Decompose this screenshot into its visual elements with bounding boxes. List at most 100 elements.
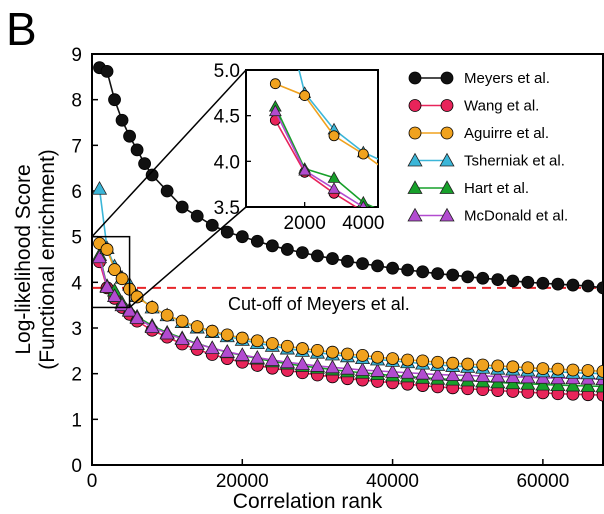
- data-point-aguirre-et-al: [566, 363, 580, 377]
- data-point-meyers-et-al: [401, 263, 415, 277]
- inset-data-point-aguirre-et-al: [269, 78, 281, 90]
- data-point-aguirre-et-al: [296, 342, 309, 355]
- data-point-aguirre-et-al: [100, 243, 114, 256]
- data-point-meyers-et-al: [326, 252, 339, 265]
- y-tick-label: 4: [71, 273, 82, 294]
- y-tick-label: 9: [71, 45, 82, 66]
- data-point-aguirre-et-al: [280, 339, 294, 353]
- data-point-mcdonald-et-al: [144, 319, 160, 334]
- inset-data-point-mcdonald-et-al: [387, 212, 399, 222]
- legend-marker-aguirre-et-al: [408, 126, 422, 140]
- data-point-aguirre-et-al: [250, 334, 264, 348]
- data-point-meyers-et-al: [491, 273, 505, 286]
- data-point-meyers-et-al: [596, 281, 603, 295]
- series-meyers-et-al: [93, 61, 603, 295]
- data-point-mcdonald-et-al: [279, 354, 295, 369]
- data-point-meyers-et-al: [581, 279, 595, 293]
- data-point-aguirre-et-al: [446, 356, 460, 370]
- legend-label-wang-et-al: Wang et al.: [464, 98, 539, 115]
- data-point-mcdonald-et-al: [339, 360, 356, 375]
- data-point-aguirre-et-al: [220, 328, 234, 342]
- legend-marker-mcdonald-et-al: [439, 207, 455, 222]
- inset-data-point-mcdonald-et-al: [298, 163, 312, 176]
- data-point-meyers-et-al: [311, 249, 324, 263]
- inset-data-point-aguirre-et-al: [357, 148, 369, 160]
- data-point-mcdonald-et-al: [129, 310, 145, 324]
- data-point-aguirre-et-al: [521, 361, 535, 375]
- inset-data-point-wang-et-al: [388, 220, 398, 230]
- data-point-mcdonald-et-al: [99, 279, 115, 293]
- data-point-mcdonald-et-al: [92, 249, 108, 264]
- y-tick-label: 6: [71, 182, 82, 203]
- data-point-aguirre-et-al: [506, 360, 520, 374]
- data-point-aguirre-et-al: [536, 362, 550, 376]
- legend-marker-tsherniak-et-al: [439, 152, 455, 167]
- series-aguirre-et-al: [93, 237, 603, 378]
- data-point-meyers-et-al: [416, 265, 430, 279]
- data-point-meyers-et-al: [138, 157, 152, 171]
- data-point-mcdonald-et-al: [415, 365, 431, 380]
- y-axis-label-line2: (Functional enrichment): [36, 149, 59, 370]
- data-point-aguirre-et-al: [356, 348, 369, 362]
- y-tick-label: 1: [71, 410, 82, 431]
- data-point-aguirre-et-al: [581, 364, 595, 377]
- data-point-meyers-et-al: [190, 209, 204, 223]
- legend-entry-hart-et-al: Hart et al.: [407, 180, 529, 197]
- data-point-meyers-et-al: [476, 271, 490, 285]
- legend-entry-tsherniak-et-al: Tsherniak et al.: [407, 152, 565, 170]
- data-point-mcdonald-et-al: [234, 347, 250, 361]
- inset-y-tick-label: 3.5: [214, 198, 240, 219]
- data-point-aguirre-et-al: [235, 331, 249, 345]
- data-point-mcdonald-et-al: [460, 367, 476, 382]
- data-point-meyers-et-al: [386, 261, 399, 275]
- zoom-connector: [91, 69, 247, 238]
- data-point-mcdonald-et-al: [204, 340, 220, 355]
- data-point-mcdonald-et-al: [505, 369, 521, 383]
- data-point-hart-et-al: [535, 376, 551, 391]
- data-point-aguirre-et-al: [596, 364, 603, 378]
- data-point-meyers-et-al: [108, 93, 121, 107]
- data-point-hart-et-al: [565, 377, 581, 392]
- y-tick-label: 0: [71, 456, 82, 477]
- data-point-hart-et-al: [550, 377, 566, 392]
- inset-x-tick-label: 4000: [342, 213, 384, 234]
- y-axis-label-line1: Log-likelihood Score: [12, 164, 35, 354]
- data-point-aguirre-et-al: [386, 352, 399, 365]
- legend-marker-mcdonald-et-al: [407, 207, 423, 222]
- inset-y-tick-label: 4.5: [214, 107, 240, 128]
- inset-y-tick-label: 4.0: [214, 152, 240, 173]
- data-point-mcdonald-et-al: [309, 358, 326, 372]
- data-point-mcdonald-et-al: [249, 349, 265, 364]
- data-point-meyers-et-al: [551, 277, 565, 291]
- data-point-meyers-et-al: [145, 168, 159, 182]
- data-point-meyers-et-al: [130, 143, 144, 157]
- data-point-meyers-et-al: [175, 200, 189, 214]
- inset-data-point-mcdonald-et-al: [327, 182, 341, 194]
- legend-entry-aguirre-et-al: Aguirre et al.: [408, 125, 549, 142]
- data-point-meyers-et-al: [296, 246, 309, 260]
- legend-label-mcdonald-et-al: McDonald et al.: [464, 208, 568, 225]
- data-point-mcdonald-et-al: [354, 362, 371, 376]
- data-point-mcdonald-et-al: [430, 366, 446, 381]
- series-layer: [92, 61, 603, 402]
- data-point-meyers-et-al: [461, 270, 475, 284]
- data-point-aguirre-et-al: [175, 314, 189, 328]
- y-tick-label: 8: [71, 91, 82, 112]
- x-tick-label: 40000: [366, 471, 419, 492]
- data-point-meyers-et-al: [115, 113, 129, 127]
- legend: Meyers et al. Wang et al. Aguirre et al. Ts…: [407, 70, 568, 225]
- inset-data-point-mcdonald-et-al: [359, 200, 367, 207]
- data-point-mcdonald-et-al: [121, 302, 138, 317]
- series-mcdonald-et-al: [92, 249, 603, 386]
- data-point-meyers-et-al: [356, 257, 369, 271]
- data-point-mcdonald-et-al: [445, 367, 461, 381]
- data-point-aguirre-et-al: [491, 359, 505, 373]
- y-tick-label: 5: [71, 228, 82, 249]
- data-point-meyers-et-al: [371, 259, 384, 273]
- inset-data-point-hart-et-al: [387, 210, 399, 220]
- inset-data-point-tsherniak-et-al: [387, 160, 399, 170]
- legend-entry-meyers-et-al: Meyers et al.: [408, 70, 550, 87]
- data-point-meyers-et-al: [506, 274, 520, 288]
- data-point-aguirre-et-al: [326, 345, 339, 359]
- data-point-meyers-et-al: [566, 278, 580, 292]
